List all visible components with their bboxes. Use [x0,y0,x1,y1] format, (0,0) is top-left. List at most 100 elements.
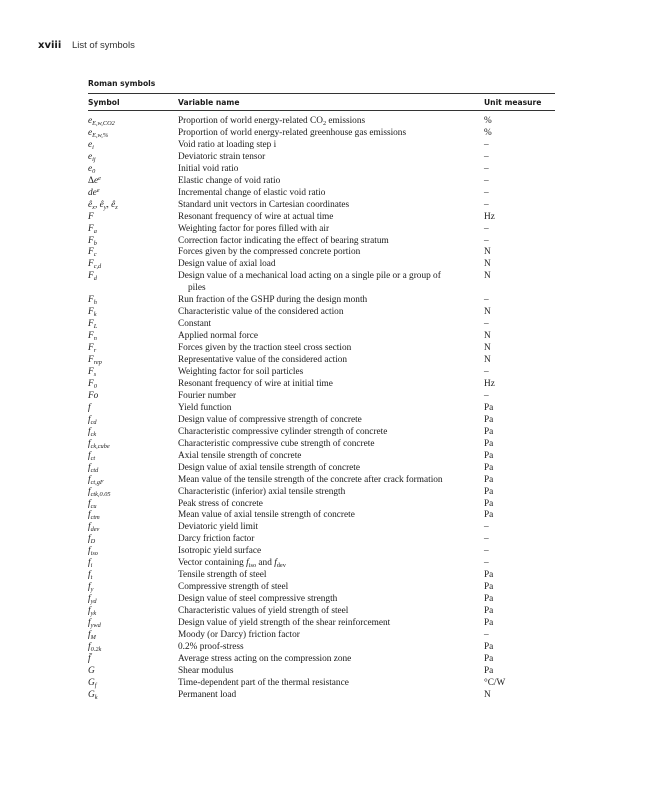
symbol-cell: Fa [88,224,178,236]
unit-cell: – [484,558,489,569]
symbol-cell: ei [88,140,178,152]
table-row: fM Moody (or Darcy) friction factor – [88,630,558,642]
symbol-cell: e0 [88,164,178,176]
variable-name: Initial void ratio [178,163,239,174]
table-row: fdev Deviatoric yield limit – [88,522,558,534]
text-part: ê [88,199,93,210]
text-part: e [88,116,93,126]
unit-cell: – [484,175,489,186]
subscript: L [93,323,98,331]
table-row: dee Incremental change of elastic void ra… [88,187,558,200]
subscript: 0.2k [90,645,102,653]
variable-name: Characteristic compressive cube strength… [178,438,375,449]
variable-name-cell: Axial tensile strength of concrete [178,451,478,463]
symbol-cell: Fc [88,247,178,259]
text-part: F [88,235,94,246]
symbol-cell: Fn [88,331,178,343]
text-part: f [88,498,91,509]
variable-name-cell: Void ratio at loading step i [178,140,478,152]
text-part: f [88,462,91,473]
superscript: e [98,174,101,182]
unit-cell: – [484,295,489,306]
unit-cell: – [484,163,489,174]
text-part: F [88,211,94,222]
symbol-cell: dee [88,187,178,200]
table-row: eij Deviatoric strain tensor – [88,152,558,164]
text-part: , ê [94,199,104,210]
unit-cell: Pa [484,498,494,509]
text-part: G [88,677,95,688]
variable-name-cell: Yield function [178,403,478,415]
text-part: f [88,558,91,569]
variable-name: Peak stress of concrete [178,498,263,509]
unit-cell: Pa [484,426,494,437]
variable-name-cell: Design value of yield strength of the sh… [178,618,478,630]
table-row: Fd Design value of a mechanical load acti… [88,271,558,295]
variable-name-cell: Proportion of world energy-related green… [178,128,478,140]
table-row: fctk,0.05 Characteristic (inferior) axial… [88,487,558,499]
unit-cell: N [484,271,491,282]
table-row: ft Tensile strength of steel Pa [88,570,558,582]
subscript: y [90,586,94,594]
text-part: G [88,665,95,676]
subscript: x [92,203,95,211]
column-header-symbol: Symbol [88,98,120,107]
symbols-table: eE,w,CO2 Proportion of world energy-relat… [88,116,558,702]
symbol-cell: eE,w,% [88,128,178,140]
symbol-cell: fdev [88,522,178,534]
subscript: y [103,203,107,211]
variable-name: Run fraction of the GSHP during the desi… [178,295,368,306]
text-part: f [88,606,91,617]
variable-name-cell: Resonant frequency of wire at actual tim… [178,212,478,224]
variable-name-cell: Constant [178,319,478,331]
variable-name-cell: Standard unit vectors in Cartesian coord… [178,200,478,212]
symbol-cell: eE,w,CO2 [88,116,178,128]
subscript: iso [248,562,257,570]
symbol-cell: G [88,666,178,678]
variable-name: Axial tensile strength of concrete [178,450,302,461]
symbol-cell: êx, êy, êz [88,200,178,212]
variable-name: Design value of a mechanical load acting… [178,271,441,282]
table-row: fywd Design value of yield strength of th… [88,618,558,630]
variable-name: Yield function [178,402,232,413]
variable-name-cell: Darcy friction factor [178,534,478,546]
text-part: f [88,510,91,521]
subscript: c,d [93,263,102,271]
text-part: F [88,307,94,318]
unit-cell: Pa [484,402,494,413]
text-part: emissions [326,116,366,126]
subscript: rep [93,359,102,367]
text-part: f [88,570,91,581]
variable-name: Design value of yield strength of the sh… [178,618,391,629]
text-part: F [88,331,94,342]
symbol-cell: fD [88,534,178,546]
unit-cell: – [484,522,489,533]
subscript: ij [92,155,96,163]
unit-cell: – [484,139,489,150]
table-row: fck Characteristic compressive cylinder s… [88,427,558,439]
table-row: fi Vector containing fiso and fdev – [88,558,558,570]
table-row: fct,gF Mean value of the tensile strength… [88,475,558,487]
table-row: eE,w,% Proportion of world energy-related… [88,128,558,140]
table-row: fiso Isotropic yield surface – [88,546,558,558]
unit-cell: N [484,331,491,342]
variable-name: Shear modulus [178,665,234,676]
text-part: f [88,522,91,533]
text-part: f [88,546,91,557]
unit-cell: N [484,689,491,700]
subscript: s [93,371,97,379]
text-part: F [88,247,94,258]
variable-name-cell: Time-dependent part of the thermal resis… [178,678,478,690]
table-row: f0.2k 0.2% proof-stress Pa [88,642,558,654]
variable-name-cell: Deviatoric strain tensor [178,152,478,164]
variable-name-cell: Peak stress of concrete [178,499,478,511]
table-row: Gf Time-dependent part of the thermal res… [88,678,558,690]
variable-name-cell: Design value of axial tensile strength o… [178,463,478,475]
variable-name-cell: Vector containing fiso and fdev [178,558,478,570]
variable-name-cell: Compressive strength of steel [178,582,478,594]
variable-name: Resonant frequency of wire at actual tim… [178,211,334,222]
subscript: t [90,574,93,582]
unit-cell: – [484,199,489,210]
unit-cell: – [484,187,489,198]
text-part: F [88,367,94,378]
